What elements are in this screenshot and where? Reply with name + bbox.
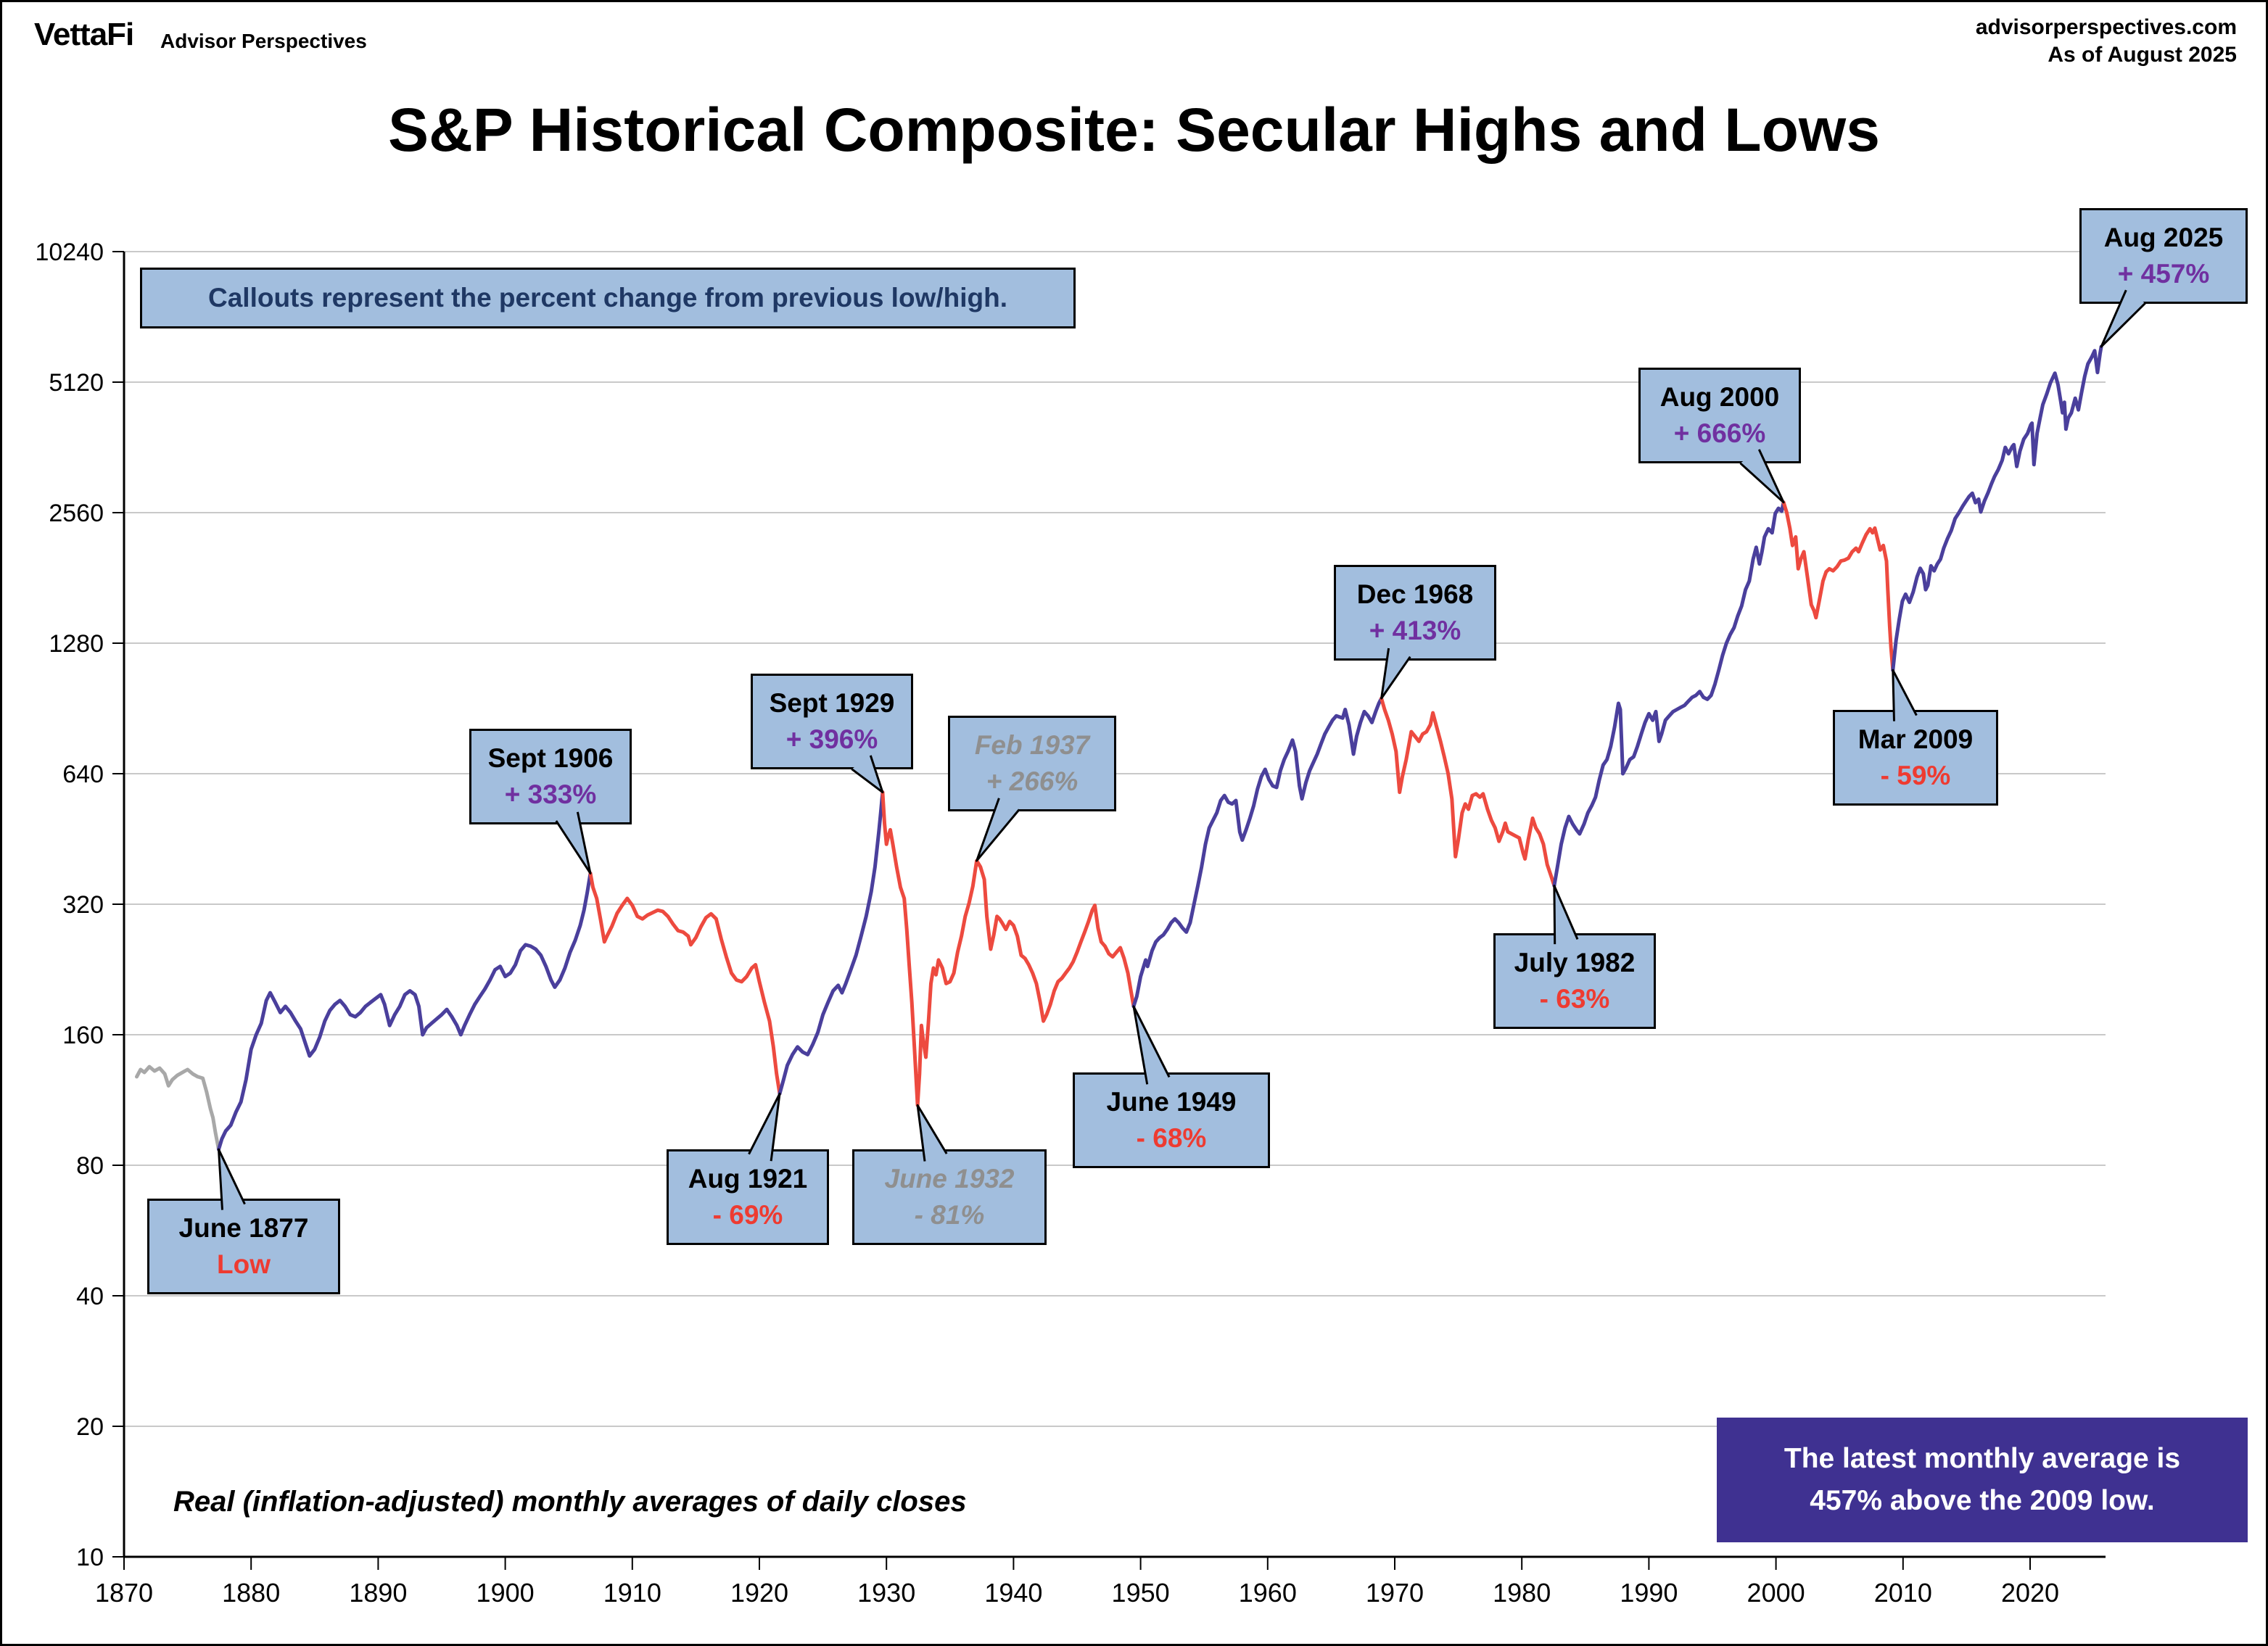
series-bull-1949-1968 <box>1131 696 1384 1009</box>
x-tick-label: 2010 <box>1874 1578 1932 1608</box>
callout-note-text: Callouts represent the percent change fr… <box>208 283 1007 313</box>
x-tick-label: 1910 <box>603 1578 661 1608</box>
summary-line2: 457% above the 2009 low. <box>1810 1485 2155 1516</box>
summary-box: The latest monthly average is 457% above… <box>1717 1418 2248 1542</box>
y-tick-label: 640 <box>62 761 104 788</box>
y-tick-label: 20 <box>76 1413 104 1441</box>
x-tick-label: 1980 <box>1493 1578 1551 1608</box>
x-tick-label: 2020 <box>2001 1578 2059 1608</box>
x-tick-label: 1920 <box>730 1578 788 1608</box>
y-tick-label: 5120 <box>49 369 104 397</box>
x-tick-label: 1870 <box>95 1578 153 1608</box>
x-tick-label: 1900 <box>477 1578 535 1608</box>
x-tick-label: 1880 <box>222 1578 280 1608</box>
y-tick-label: 160 <box>62 1022 104 1049</box>
vettafi-logo: VettaFi <box>34 17 134 52</box>
y-tick-label: 10240 <box>35 239 104 266</box>
series-bull-1877-1906 <box>217 871 593 1151</box>
advisor-perspectives-label: Advisor Perspectives <box>160 30 367 52</box>
series-bull-1921-1929 <box>778 790 885 1096</box>
y-tick-label: 2560 <box>49 500 104 527</box>
x-tick-label: 1890 <box>349 1578 407 1608</box>
series-bear-1968-1982 <box>1380 696 1556 888</box>
series-bear-2000-2009 <box>1781 500 1895 672</box>
series-bear-1906-1921 <box>588 871 782 1096</box>
series-bear-1929-1949 <box>881 790 1136 1107</box>
as-of-date: As of August 2025 <box>2048 43 2237 67</box>
series-pre-1877 <box>135 1064 220 1151</box>
header-right: advisorperspectives.com As of August 202… <box>1976 14 2237 69</box>
x-tick-label: 2000 <box>1747 1578 1805 1608</box>
footnote: Real (inflation-adjusted) monthly averag… <box>173 1486 967 1518</box>
x-tick-label: 1990 <box>1620 1578 1678 1608</box>
y-tick-label: 10 <box>76 1544 104 1571</box>
site-url: advisorperspectives.com <box>1975 15 2237 39</box>
callout-note-box: Callouts represent the percent change fr… <box>140 268 1076 328</box>
series-bull-1982-2000 <box>1552 500 1786 888</box>
x-tick-label: 1930 <box>857 1578 915 1608</box>
x-tick-label: 1940 <box>984 1578 1042 1608</box>
series-bull-2009-2025 <box>1891 344 2103 672</box>
y-tick-label: 320 <box>62 891 104 919</box>
y-tick-label: 1280 <box>49 630 104 658</box>
x-tick-label: 1960 <box>1239 1578 1297 1608</box>
y-tick-label: 80 <box>76 1152 104 1180</box>
chart-title: S&P Historical Composite: Secular Highs … <box>388 96 1880 164</box>
x-tick-label: 1970 <box>1366 1578 1424 1608</box>
x-tick-label: 1950 <box>1112 1578 1170 1608</box>
summary-line1: The latest monthly average is <box>1784 1442 2181 1474</box>
y-tick-label: 40 <box>76 1283 104 1310</box>
